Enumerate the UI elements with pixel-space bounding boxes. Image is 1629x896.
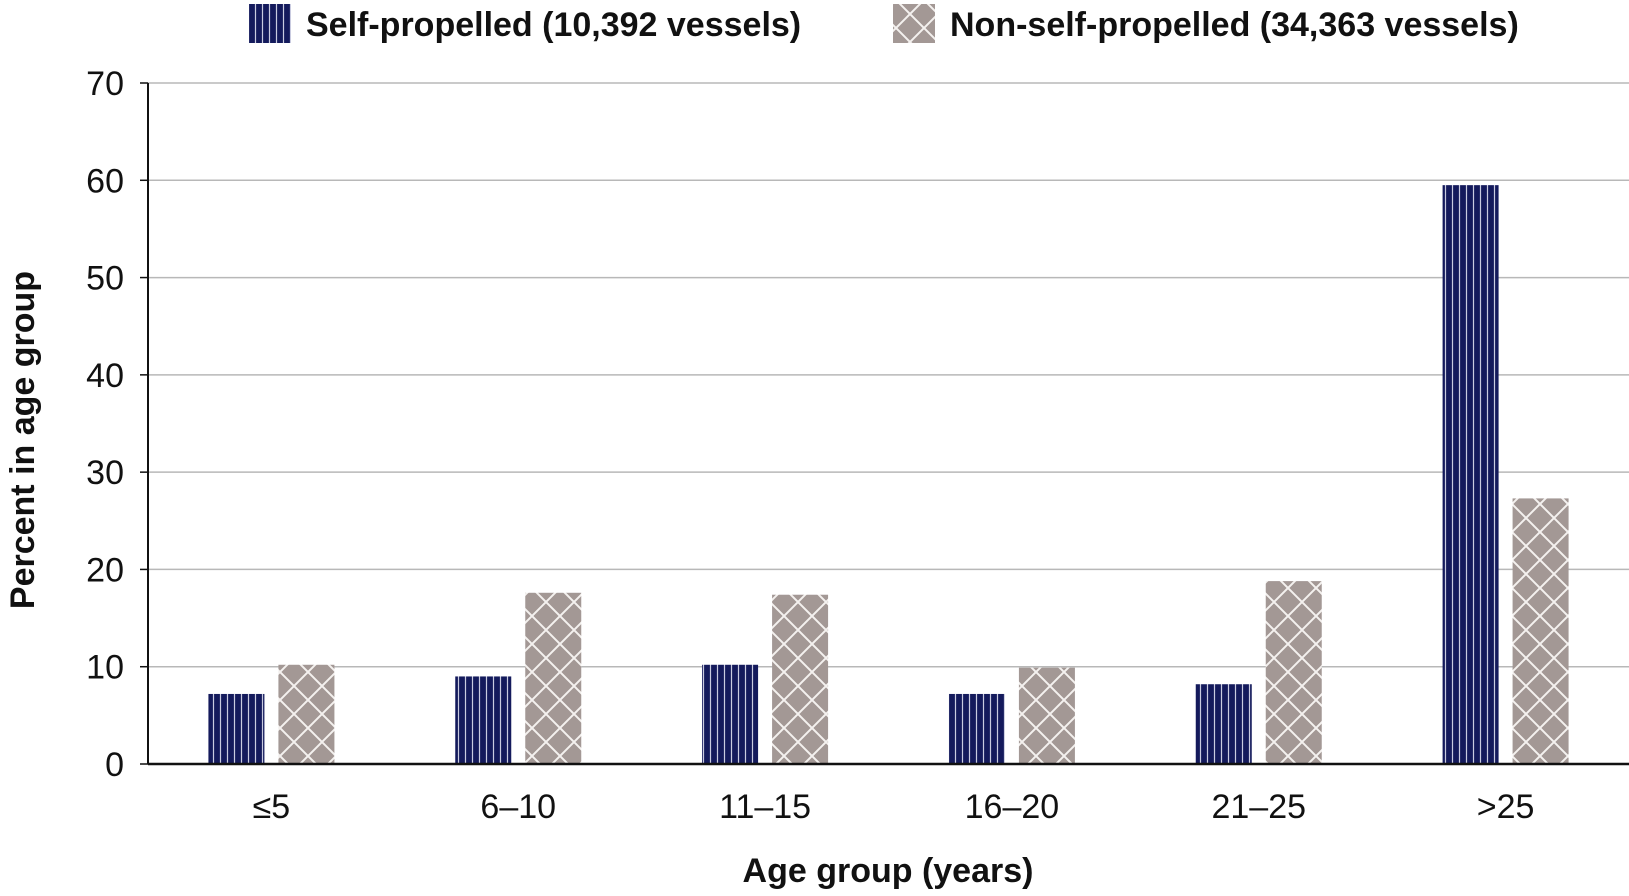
- bar-self-propelled-3: [948, 693, 1005, 764]
- y-tick-label-30: 30: [86, 454, 124, 492]
- legend-swatch-self-propelled: [249, 4, 291, 43]
- y-tick-label-50: 50: [86, 260, 124, 298]
- bar-non-self-propelled-3: [1018, 667, 1075, 764]
- y-tick-label-60: 60: [86, 162, 124, 200]
- bar-non-self-propelled-2: [772, 594, 829, 764]
- bar-self-propelled-1: [455, 676, 512, 764]
- y-tick-label-0: 0: [105, 746, 124, 784]
- legend-label-non-self-propelled: Non-self-propelled (34,363 vessels): [950, 6, 1519, 44]
- bar-self-propelled-2: [702, 664, 759, 764]
- y-tick-label-70: 70: [86, 65, 124, 103]
- bars: [208, 185, 1569, 764]
- x-axis-title: Age group (years): [743, 852, 1034, 890]
- y-tick-label-20: 20: [86, 551, 124, 589]
- gridlines: [140, 82, 1629, 765]
- x-tick-label-5: >25: [1477, 788, 1535, 826]
- x-tick-labels: ≤5 6–10 11–15 16–20 21–25 >25: [253, 788, 1535, 826]
- bar-non-self-propelled-4: [1265, 581, 1322, 764]
- y-tick-label-40: 40: [86, 357, 124, 395]
- bar-non-self-propelled-0: [278, 664, 335, 764]
- bar-non-self-propelled-5: [1512, 498, 1569, 764]
- x-tick-label-1: 6–10: [480, 788, 556, 826]
- legend-label-self-propelled: Self-propelled (10,392 vessels): [306, 6, 801, 44]
- y-tick-labels: 0 10 20 30 40 50 60 70: [86, 65, 124, 784]
- legend: Self-propelled (10,392 vessels) Non-self…: [249, 4, 1519, 44]
- x-tick-label-0: ≤5: [253, 788, 291, 826]
- bar-self-propelled-0: [208, 693, 265, 764]
- y-axis-title: Percent in age group: [4, 271, 42, 609]
- bar-non-self-propelled-1: [525, 592, 582, 764]
- x-tick-label-4: 21–25: [1211, 788, 1306, 826]
- x-tick-label-2: 11–15: [719, 788, 811, 826]
- bar-self-propelled-5: [1442, 185, 1499, 764]
- x-tick-label-3: 16–20: [965, 788, 1060, 826]
- legend-swatch-non-self-propelled: [893, 4, 935, 43]
- axes: [147, 83, 1629, 766]
- y-tick-label-10: 10: [86, 649, 124, 687]
- bar-self-propelled-4: [1195, 684, 1252, 764]
